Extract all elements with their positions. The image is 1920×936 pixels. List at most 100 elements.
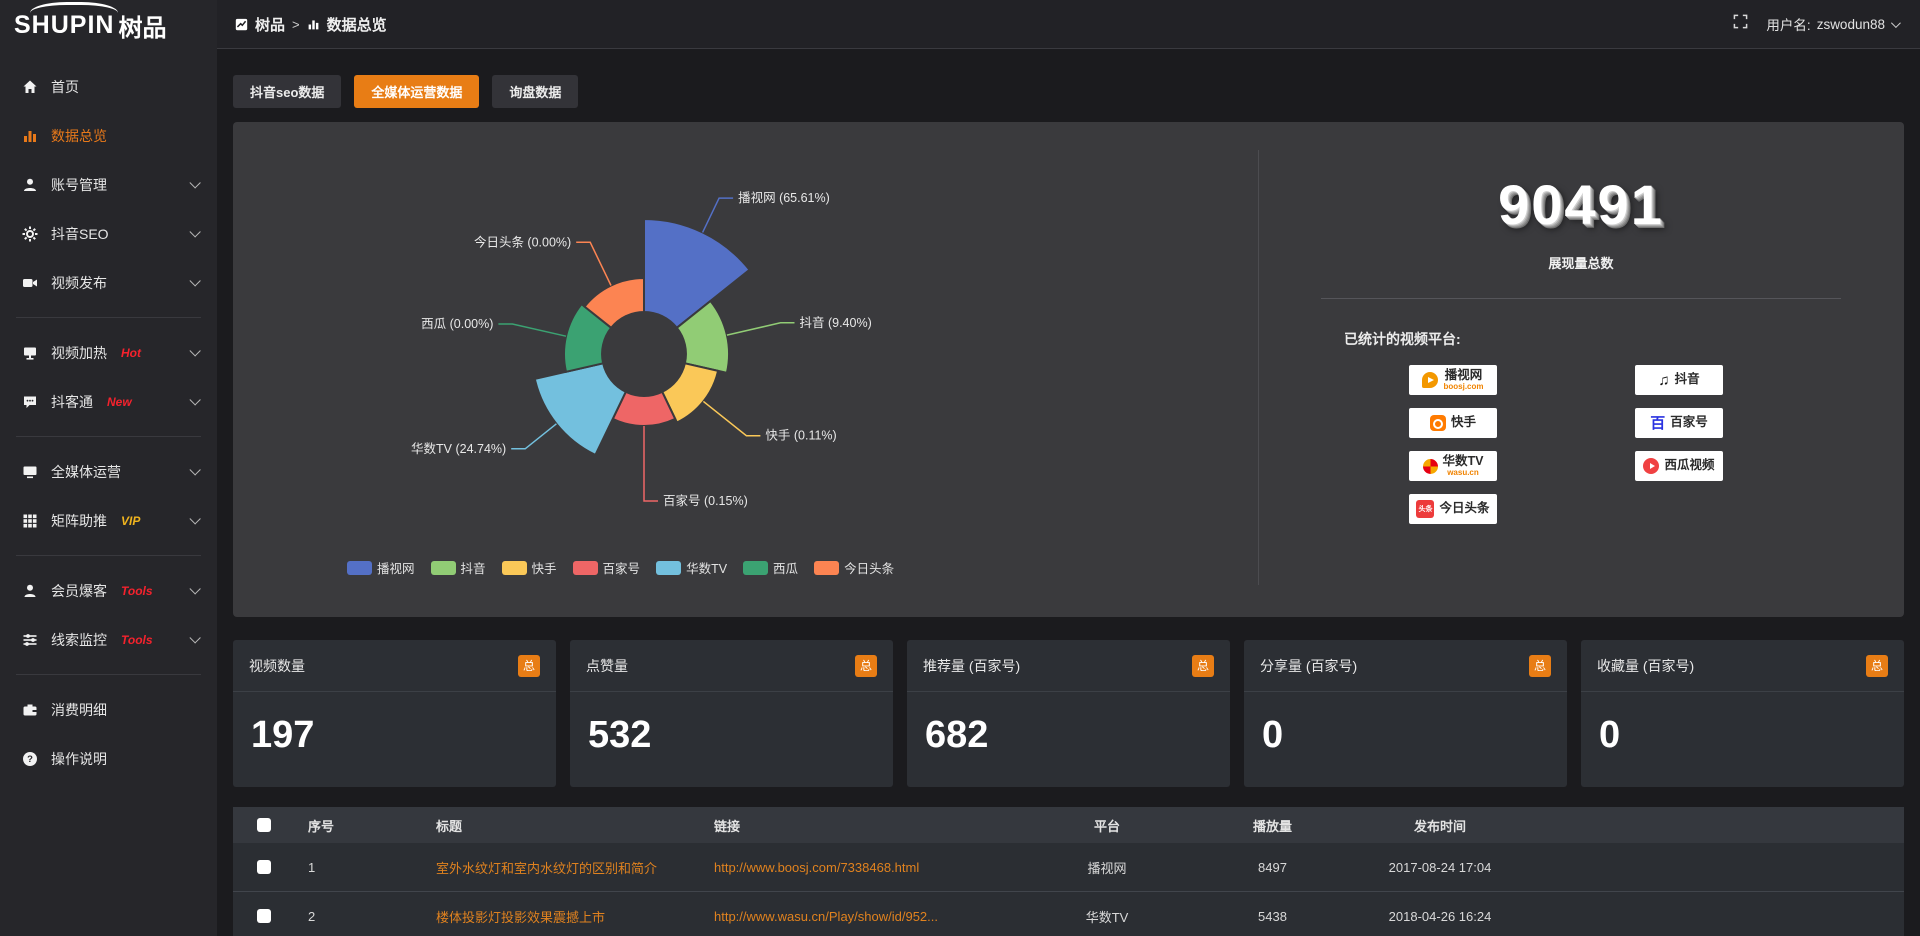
video-title-link[interactable]: 室外水纹灯和室内水纹灯的区别和简介 bbox=[436, 860, 658, 876]
legend-swatch bbox=[347, 560, 372, 575]
sidebar-divider bbox=[16, 674, 201, 675]
platform-badge-text: 播视网 boosj.com bbox=[1443, 369, 1483, 390]
pie-label-line bbox=[511, 423, 557, 450]
user-menu[interactable]: 用户名: zswodun88 bbox=[1766, 14, 1901, 34]
platform-badge-sub: wasu.cn bbox=[1447, 467, 1479, 477]
pie-slice-西瓜[interactable] bbox=[563, 302, 613, 373]
video-title-link[interactable]: 楼体投影灯投影效果震撼上市 bbox=[436, 909, 606, 925]
video-data-table: 序号 标题 链接 平台 播放量 发布时间 1 室外水纹灯和室内水纹灯的区别和简介 http://… bbox=[233, 807, 1904, 936]
sidebar-item-label: 线索监控 bbox=[51, 631, 107, 648]
total-impressions-value: 90491 bbox=[1498, 173, 1664, 236]
stat-card-value: 682 bbox=[925, 714, 989, 756]
video-url-link[interactable]: http://www.wasu.cn/Play/show/id/952... bbox=[714, 908, 938, 924]
total-badge: 总 bbox=[855, 654, 877, 677]
wasu-logo-icon bbox=[1422, 458, 1438, 474]
legend-swatch bbox=[572, 560, 598, 575]
pie-slice-抖音[interactable] bbox=[675, 299, 730, 375]
sidebar-item-全媒体运营[interactable]: 全媒体运营 bbox=[0, 447, 217, 496]
baijia-logo-icon: 百 bbox=[1650, 414, 1666, 432]
header-checkbox-cell bbox=[233, 818, 294, 832]
cell-plays: 8497 bbox=[1258, 859, 1287, 875]
pie-label: 抖音 (9.40%) bbox=[800, 315, 872, 330]
sidebar-divider bbox=[16, 555, 201, 556]
total-badge: 总 bbox=[1529, 654, 1551, 677]
sidebar-item-视频加热[interactable]: 视频加热 Hot bbox=[0, 328, 217, 377]
svg-text:?: ? bbox=[27, 754, 33, 765]
sidebar-item-抖客通[interactable]: 抖客通 New bbox=[0, 377, 217, 426]
heat-icon bbox=[22, 345, 38, 361]
platform-badge-播视网: 播视网 boosj.com bbox=[1409, 365, 1497, 395]
legend-label: 快手 bbox=[531, 562, 557, 576]
legend-item-华数TV[interactable]: 华数TV bbox=[656, 558, 727, 577]
sidebar-item-badge: Tools bbox=[121, 632, 153, 647]
user-icon bbox=[22, 177, 38, 193]
pie-slice-播视网[interactable] bbox=[643, 217, 751, 330]
tab-全媒体运营数据[interactable]: 全媒体运营数据 bbox=[354, 75, 480, 108]
topbar: 树品 > 数据总览 用户名: zswodun88 bbox=[217, 0, 1920, 48]
tab-抖音seo数据[interactable]: 抖音seo数据 bbox=[233, 75, 342, 108]
stat-card-title: 点赞量 bbox=[586, 657, 628, 674]
platform-badge-name: 抖音 bbox=[1674, 372, 1700, 387]
legend-swatch bbox=[656, 560, 682, 575]
cell-platform: 华数TV bbox=[1085, 909, 1129, 925]
sidebar-item-会员爆客[interactable]: 会员爆客 Tools bbox=[0, 566, 217, 615]
cell-title: 楼体投影灯投影效果震撼上市 bbox=[421, 907, 704, 926]
sidebar: SHUPIN 树品 首页 数据总览 账号管理 抖音SEO 视频发布 视频加热 Hot 抖客通 N… bbox=[0, 0, 217, 936]
row-checkbox[interactable] bbox=[256, 909, 271, 923]
platform-badge-name: 华数TV bbox=[1442, 454, 1484, 469]
legend-item-今日头条[interactable]: 今日头条 bbox=[814, 558, 894, 577]
sidebar-item-首页[interactable]: 首页 bbox=[0, 62, 217, 111]
platform-badge-西瓜视频: 西瓜视频 bbox=[1635, 451, 1723, 481]
select-all-checkbox[interactable] bbox=[256, 818, 271, 832]
video-url-link[interactable]: http://www.boosj.com/7338468.html bbox=[714, 859, 920, 875]
kuaishou-logo-icon bbox=[1429, 415, 1446, 431]
sidebar-item-视频发布[interactable]: 视频发布 bbox=[0, 258, 217, 307]
table-row: 1 室外水纹灯和室内水纹灯的区别和简介 http://www.boosj.com/7… bbox=[233, 843, 1904, 892]
chevron-down-icon bbox=[189, 274, 201, 287]
legend-label: 播视网 bbox=[377, 562, 415, 576]
pie-label: 华数TV (24.74%) bbox=[411, 441, 506, 456]
pie-slice-快手[interactable] bbox=[660, 362, 720, 424]
sidebar-item-操作说明[interactable]: ? 操作说明 bbox=[0, 734, 217, 783]
platform-badge-name: 快手 bbox=[1450, 415, 1476, 430]
sidebar-item-label: 视频加热 bbox=[51, 344, 107, 361]
pie-slice-百家号[interactable] bbox=[611, 390, 677, 428]
home-icon bbox=[22, 79, 38, 95]
sidebar-item-消费明细[interactable]: 消费明细 bbox=[0, 685, 217, 734]
tab-询盘数据[interactable]: 询盘数据 bbox=[492, 75, 579, 108]
sidebar-item-矩阵助推[interactable]: 矩阵助推 VIP bbox=[0, 496, 217, 545]
breadcrumb-current: 数据总览 bbox=[326, 16, 387, 34]
row-checkbox[interactable] bbox=[256, 860, 271, 874]
sidebar-item-抖音SEO[interactable]: 抖音SEO bbox=[0, 209, 217, 258]
legend-item-百家号[interactable]: 百家号 bbox=[572, 558, 641, 577]
sidebar-item-label: 矩阵助推 bbox=[51, 512, 107, 529]
legend-item-快手[interactable]: 快手 bbox=[501, 558, 557, 577]
column-header-plays: 播放量 bbox=[1252, 818, 1292, 834]
legend-item-西瓜[interactable]: 西瓜 bbox=[743, 558, 798, 577]
pie-label: 西瓜 (0.00%) bbox=[421, 317, 493, 331]
pie-slice-今日头条[interactable] bbox=[583, 276, 645, 330]
legend-swatch bbox=[501, 560, 527, 575]
legend-item-播视网[interactable]: 播视网 bbox=[347, 558, 415, 577]
pie-slice-华数TV[interactable] bbox=[533, 362, 628, 457]
data-tabs: 抖音seo数据 全媒体运营数据 询盘数据 bbox=[233, 75, 1904, 108]
fullscreen-icon[interactable] bbox=[1733, 14, 1748, 34]
breadcrumb-root[interactable]: 树品 bbox=[255, 16, 286, 34]
legend-label: 百家号 bbox=[602, 562, 641, 576]
cell-plays: 5438 bbox=[1258, 908, 1287, 924]
total-impressions-label: 展现量总数 bbox=[1548, 256, 1614, 271]
legend-item-抖音[interactable]: 抖音 bbox=[430, 558, 486, 577]
sidebar-item-线索监控[interactable]: 线索监控 Tools bbox=[0, 615, 217, 664]
help-icon: ? bbox=[22, 751, 38, 767]
stat-card-title: 推荐量 (百家号) bbox=[923, 657, 1021, 674]
platform-badge-name: 今日头条 bbox=[1439, 501, 1490, 516]
sidebar-item-账号管理[interactable]: 账号管理 bbox=[0, 160, 217, 209]
sidebar-item-数据总览[interactable]: 数据总览 bbox=[0, 111, 217, 160]
toutiao-logo-icon: 头条 bbox=[1416, 500, 1435, 518]
stat-card-header: 收藏量 (百家号) 总 bbox=[1581, 640, 1904, 692]
cell-time: 2017-08-24 17:04 bbox=[1388, 859, 1492, 875]
username: zswodun88 bbox=[1816, 16, 1885, 32]
sidebar-item-label: 账号管理 bbox=[51, 176, 107, 193]
platform-badge-text: 华数TV wasu.cn bbox=[1443, 455, 1484, 476]
chevron-down-icon bbox=[189, 225, 201, 238]
